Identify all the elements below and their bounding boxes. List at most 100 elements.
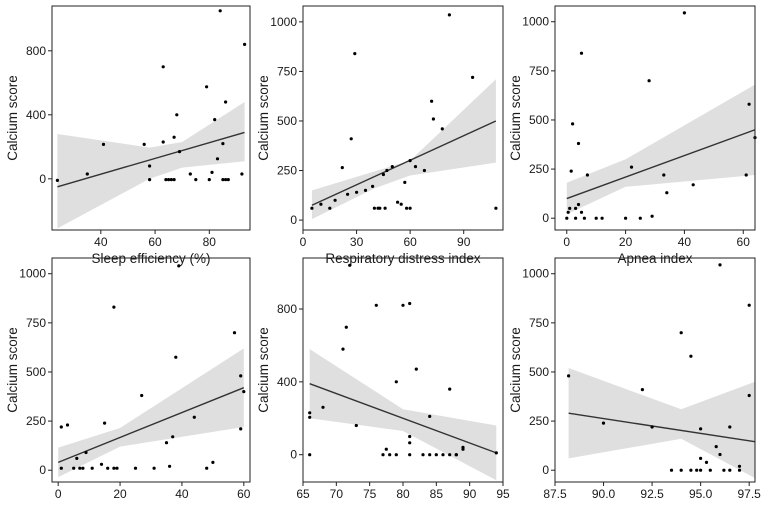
x-tick-label: 75: [363, 487, 377, 501]
data-point: [405, 206, 409, 210]
data-point: [211, 460, 215, 464]
data-point: [600, 216, 604, 220]
data-point: [699, 427, 703, 431]
data-point: [448, 453, 452, 457]
y-axis-label: Calcium score: [508, 327, 523, 413]
y-tick-label: 0: [39, 463, 46, 477]
x-tick-label: 80: [396, 487, 410, 501]
data-point: [574, 206, 578, 210]
data-point: [72, 466, 76, 470]
data-point: [650, 214, 654, 218]
x-tick-label: 0: [55, 487, 62, 501]
data-point: [695, 468, 699, 472]
data-point: [103, 421, 107, 425]
x-tick-label: 60: [403, 235, 417, 249]
x-tick-label: 20: [113, 487, 127, 501]
plot-frame: [302, 5, 504, 231]
data-point: [218, 9, 222, 13]
data-point: [226, 178, 230, 182]
data-point: [363, 188, 368, 192]
data-point: [167, 178, 171, 182]
data-point: [224, 100, 228, 104]
data-point: [353, 52, 357, 56]
y-tick-label: 500: [26, 365, 46, 379]
y-tick-label: 750: [26, 316, 46, 330]
data-point: [747, 303, 751, 307]
y-tick-label: 250: [529, 162, 549, 176]
data-point: [576, 202, 581, 207]
confidence-band: [309, 349, 497, 481]
data-point: [568, 206, 572, 210]
y-tick-label: 250: [529, 414, 549, 428]
confidence-band: [566, 84, 755, 215]
data-point: [574, 216, 578, 220]
data-point: [579, 210, 584, 214]
data-point: [394, 453, 398, 457]
data-point: [194, 178, 198, 182]
data-point: [408, 159, 412, 163]
data-point: [428, 453, 432, 457]
data-point: [355, 190, 359, 194]
data-point: [629, 165, 634, 169]
data-point: [240, 172, 244, 176]
data-point: [148, 164, 152, 168]
data-point: [494, 206, 498, 210]
data-point: [689, 468, 693, 472]
data-point: [718, 452, 722, 457]
data-point: [571, 122, 575, 126]
data-point: [384, 447, 388, 451]
data-point: [390, 165, 394, 169]
data-point: [174, 355, 178, 359]
data-point: [243, 42, 247, 47]
data-point: [115, 466, 119, 470]
y-tick-label: 1000: [270, 15, 297, 29]
data-point: [161, 65, 165, 69]
data-point: [101, 142, 106, 146]
x-tick-label: 80: [203, 235, 217, 249]
data-point: [341, 347, 345, 351]
data-point: [65, 423, 70, 427]
data-point: [471, 75, 475, 79]
x-tick-label: 60: [237, 487, 251, 501]
data-point: [494, 451, 498, 455]
y-tick-label: 0: [290, 213, 297, 227]
data-point: [215, 157, 220, 161]
data-point: [585, 173, 590, 177]
data-point: [321, 405, 325, 409]
data-point: [640, 388, 645, 392]
data-point: [747, 393, 751, 398]
data-point: [601, 421, 606, 425]
plot-frame: [51, 257, 251, 483]
data-point: [213, 118, 217, 122]
data-point: [396, 200, 400, 204]
data-point: [221, 142, 225, 146]
data-point: [394, 380, 398, 384]
chart-panel-6: 87.5 90.0 92.5 95.0 97.5 0 250 500 750 1000 Averag…: [508, 257, 761, 505]
data-point: [728, 468, 732, 472]
data-point: [430, 99, 434, 103]
x-tick-label: 0: [563, 235, 570, 249]
data-point: [354, 423, 358, 428]
x-tick-label: 95.0: [689, 487, 713, 501]
data-point: [133, 466, 138, 470]
x-tick-label: 40: [175, 487, 189, 501]
data-point: [112, 466, 116, 470]
data-point: [566, 210, 570, 214]
data-point: [221, 178, 225, 182]
data-point: [737, 464, 742, 468]
data-point: [682, 11, 687, 15]
data-point: [328, 206, 332, 210]
data-point: [441, 453, 445, 457]
data-point: [383, 206, 387, 210]
y-axis-label: Calcium score: [5, 327, 20, 413]
x-tick-label: 92.5: [640, 487, 664, 501]
chart-panel-4: 0 20 40 60 0 250 500 750 1000 Oxygen desaturation…: [5, 257, 251, 505]
regression-line: [311, 120, 497, 206]
data-point: [242, 390, 246, 394]
data-point: [348, 263, 352, 267]
data-point: [665, 191, 669, 195]
data-point: [408, 453, 412, 457]
data-point: [399, 202, 403, 206]
